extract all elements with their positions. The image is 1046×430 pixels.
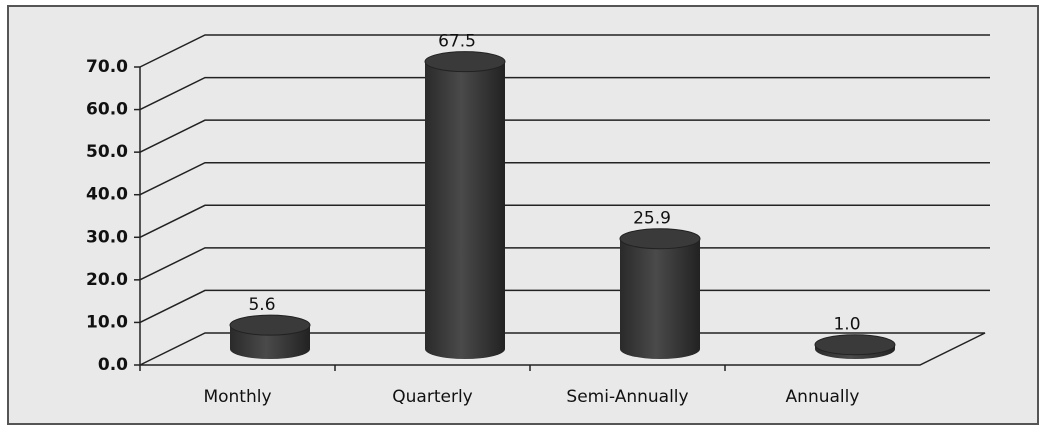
bar [619, 228, 701, 359]
data-label: 25.9 [633, 209, 671, 229]
floor [139, 332, 986, 366]
y-tick-label: 70.0 [86, 57, 128, 77]
grid-line [139, 119, 990, 153]
grid-line [139, 34, 990, 68]
y-tick-label: 40.0 [86, 185, 128, 205]
y-tick-label: 50.0 [86, 142, 128, 162]
grid-line [139, 161, 990, 196]
data-label: 67.5 [438, 32, 476, 52]
data-label: 5.6 [248, 295, 275, 315]
grid-line [139, 76, 990, 111]
y-tick-label: 10.0 [86, 312, 128, 332]
grid-line [139, 289, 990, 324]
bar-top [424, 51, 506, 73]
bar-top [619, 228, 701, 250]
bar-top [814, 334, 896, 356]
bar-body [620, 238, 700, 359]
x-tick-label: Semi-Annually [566, 387, 688, 407]
grid-line [139, 204, 990, 238]
y-tick-label: 20.0 [86, 270, 128, 290]
bar [424, 51, 506, 360]
grid-line [139, 247, 990, 281]
y-tick-label: 30.0 [86, 227, 128, 247]
data-label: 1.0 [833, 315, 860, 335]
bar-top [229, 314, 311, 336]
bar [229, 314, 311, 359]
x-tick-label: Quarterly [392, 387, 472, 407]
y-tick-label: 0.0 [98, 355, 128, 375]
bar-body [425, 61, 505, 360]
chart-background [7, 5, 1039, 425]
x-tick-label: Annually [786, 387, 860, 407]
x-tick-label: Monthly [203, 387, 271, 407]
bar [814, 334, 896, 359]
y-tick-label: 60.0 [86, 100, 128, 120]
